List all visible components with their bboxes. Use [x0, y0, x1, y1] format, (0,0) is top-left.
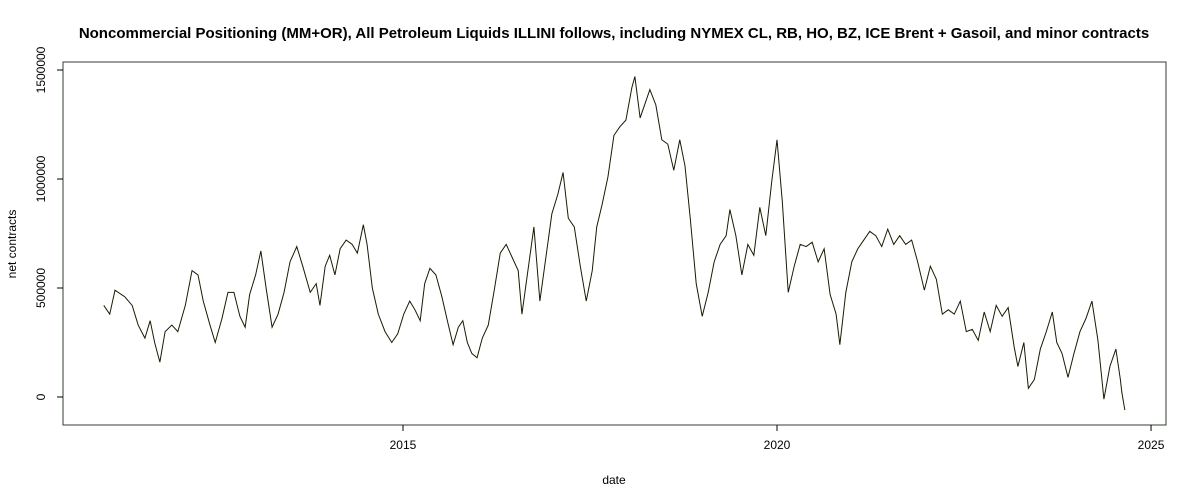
- y-tick-label: 1000000: [34, 155, 48, 202]
- chart-title: Noncommercial Positioning (MM+OR), All P…: [79, 25, 1149, 42]
- x-tick-label: 2020: [764, 438, 791, 452]
- x-tick-label: 2015: [390, 438, 417, 452]
- x-tick-label: 2025: [1138, 438, 1165, 452]
- y-tick-label: 0: [34, 393, 48, 400]
- data-line: [103, 76, 1126, 411]
- y-axis-label: net contracts: [5, 210, 19, 279]
- plot-frame: [62, 61, 1167, 426]
- y-tick-label: 1500000: [34, 46, 48, 93]
- y-tick-label: 500000: [34, 268, 48, 308]
- x-axis-label: date: [602, 473, 626, 487]
